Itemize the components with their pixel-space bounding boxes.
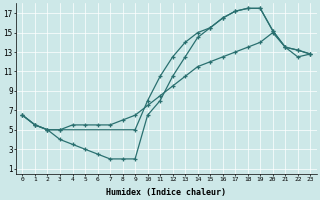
X-axis label: Humidex (Indice chaleur): Humidex (Indice chaleur) xyxy=(106,188,226,197)
